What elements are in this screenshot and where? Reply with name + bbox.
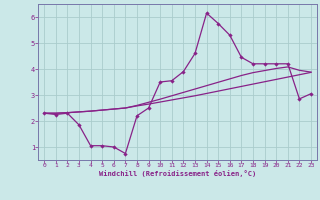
X-axis label: Windchill (Refroidissement éolien,°C): Windchill (Refroidissement éolien,°C) [99, 170, 256, 177]
